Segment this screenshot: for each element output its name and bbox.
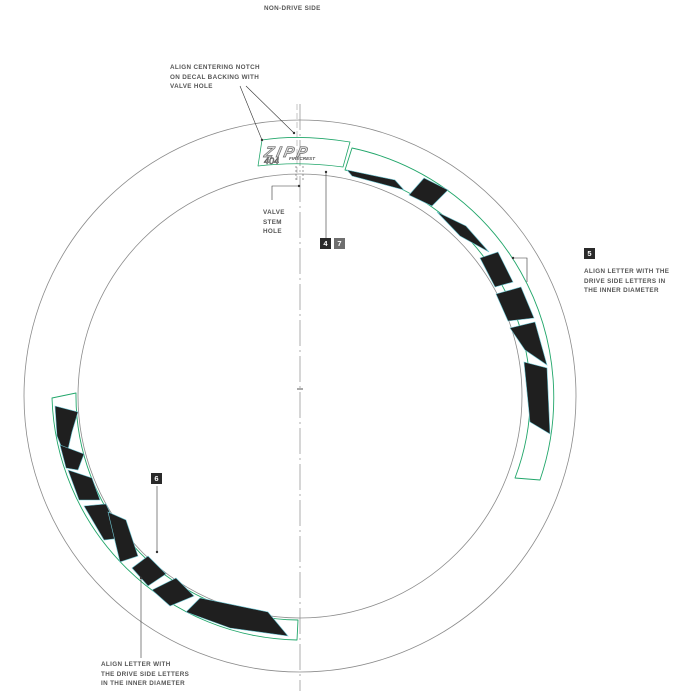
left-letter-7 bbox=[151, 577, 195, 607]
centering-leader-a bbox=[239, 85, 263, 141]
badge-6: 6 bbox=[151, 473, 162, 484]
left-letter-2 bbox=[59, 444, 85, 471]
right-letter-6 bbox=[509, 321, 548, 366]
note-centering-notch: ALIGN CENTERING NOTCH ON DECAL BACKING W… bbox=[170, 63, 260, 92]
badge5-leader bbox=[513, 257, 528, 282]
valve-leader bbox=[271, 185, 299, 200]
logo-decal-outline bbox=[257, 137, 351, 168]
logo-model: 404 bbox=[264, 156, 279, 166]
note-valve-line-1: VALVE bbox=[263, 209, 285, 216]
note-left-line-1: ALIGN LETTER WITH bbox=[101, 661, 171, 668]
right-letter-5 bbox=[495, 286, 535, 322]
badge-4: 4 bbox=[320, 238, 331, 249]
diagram-title: NON-DRIVE SIDE bbox=[264, 5, 321, 12]
note-right-line-1: ALIGN LETTER WITH THE bbox=[584, 268, 670, 275]
note-centering-line-3: VALVE HOLE bbox=[170, 83, 213, 91]
note-left-line-3: IN THE INNER DIAMETER bbox=[101, 680, 185, 688]
left-decal-letters bbox=[54, 405, 289, 637]
note-right-line-2: DRIVE SIDE LETTERS IN bbox=[584, 277, 666, 285]
right-decal-letters bbox=[346, 169, 551, 435]
note-centering-line-2: ON DECAL BACKING WITH bbox=[170, 73, 260, 81]
note-valve-line-2: STEM bbox=[263, 218, 282, 226]
right-letter-3 bbox=[436, 211, 490, 253]
note-right-line-3: THE INNER DIAMETER bbox=[584, 287, 659, 295]
left-letter-6 bbox=[131, 555, 167, 587]
leader-dots bbox=[139, 131, 515, 580]
right-letter-7 bbox=[523, 361, 551, 435]
left-letter-5 bbox=[107, 511, 139, 563]
note-centering-line-1: ALIGN CENTERING NOTCH bbox=[170, 64, 260, 71]
left-letter-3 bbox=[67, 469, 101, 501]
note-valve-hole: VALVE STEM HOLE bbox=[263, 208, 285, 237]
left-letter-8 bbox=[185, 597, 289, 637]
note-left-align: ALIGN LETTER WITH THE DRIVE SIDE LETTERS… bbox=[101, 660, 189, 689]
right-letter-2 bbox=[408, 177, 449, 207]
left-decal-strip bbox=[51, 392, 299, 641]
right-letter-1 bbox=[346, 169, 405, 191]
note-valve-line-3: HOLE bbox=[263, 228, 282, 236]
logo-series: FIRECREST bbox=[289, 156, 316, 161]
right-letter-4 bbox=[479, 251, 514, 288]
note-left-line-2: THE DRIVE SIDE LETTERS bbox=[101, 670, 190, 678]
note-right-align: ALIGN LETTER WITH THE DRIVE SIDE LETTERS… bbox=[584, 267, 669, 296]
badge-7: 7 bbox=[334, 238, 345, 249]
logo-brand: ZIPP bbox=[262, 144, 312, 161]
badge-5: 5 bbox=[584, 248, 595, 259]
leader-lines bbox=[140, 85, 528, 658]
centering-leader-b bbox=[245, 85, 295, 134]
